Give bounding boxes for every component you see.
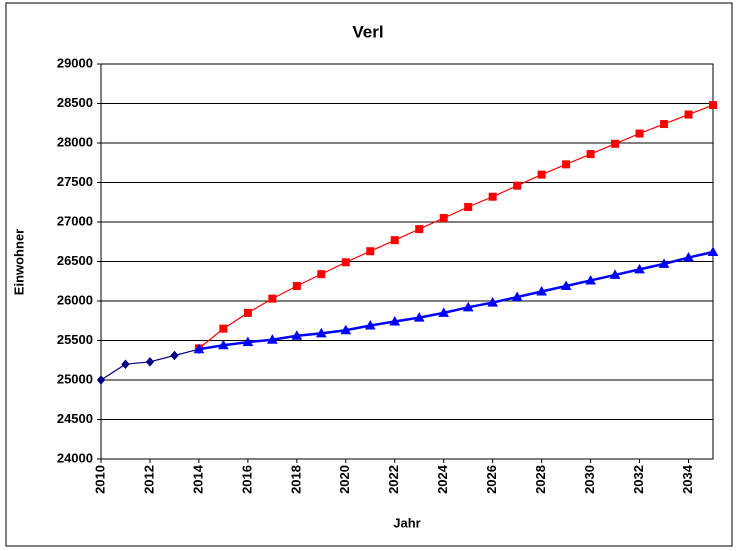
chart-frame [5,2,733,547]
marker [609,269,621,279]
y-tick-label: 28500 [57,95,93,110]
y-tick-label: 27000 [57,213,93,228]
chart-title: Verl [352,22,383,41]
y-tick-label: 28000 [57,134,93,149]
x-tick-label: 2034 [680,464,695,494]
marker [267,334,278,344]
marker [268,294,277,303]
x-tick-label: 2032 [631,465,646,494]
marker [341,258,350,267]
y-tick-label: 26500 [57,253,93,268]
marker [586,150,595,159]
marker [242,336,254,347]
marker [513,181,522,190]
x-tick-label: 2022 [386,465,401,494]
marker [560,280,572,290]
marker [218,339,229,350]
x-tick-label: 2030 [582,465,597,494]
marker [145,357,155,367]
marker [635,129,644,138]
marker [364,319,376,330]
marker [464,202,473,211]
series-line [198,104,714,349]
y-tick-label: 24500 [57,411,93,426]
marker [438,307,450,317]
plot-area [100,63,714,460]
x-tick-label: 2026 [484,465,499,494]
x-axis-label: Jahr [393,515,420,530]
y-tick-label: 27500 [57,174,93,189]
marker [487,297,499,307]
marker [315,327,327,338]
marker [611,139,620,148]
x-tick-label: 2010 [92,465,107,494]
marker [585,274,596,285]
marker [562,160,571,169]
marker [488,192,497,201]
marker [413,312,425,322]
marker [121,359,130,369]
marker [317,270,326,279]
marker [660,120,669,129]
marker [634,263,645,274]
x-tick-label: 2024 [435,464,450,494]
marker [366,247,375,256]
marker [243,308,252,317]
marker [683,252,694,262]
x-tick-label: 2016 [239,465,254,494]
y-axis-label: Einwohner [11,229,26,295]
marker [219,324,228,333]
marker [511,291,523,302]
marker [96,375,106,385]
y-tick-label: 29000 [57,55,93,70]
x-tick-label: 2012 [141,465,156,494]
marker [389,316,401,326]
marker [462,301,474,312]
marker [536,286,547,296]
marker [193,343,205,354]
marker [684,110,693,119]
marker [415,225,424,234]
marker [658,258,670,268]
y-tick-label: 25500 [57,332,93,347]
x-tick-label: 2018 [288,465,303,494]
y-tick-label: 26000 [57,292,93,307]
y-tick-label: 25000 [57,371,93,386]
marker [292,281,301,290]
marker [439,214,448,223]
marker [709,101,717,110]
marker [390,236,399,245]
marker [291,330,303,340]
marker [707,246,719,257]
x-tick-label: 2020 [337,465,352,494]
marker [340,324,352,335]
marker [537,170,546,179]
x-tick-label: 2014 [190,464,205,494]
x-tick-label: 2028 [533,465,548,494]
marker [170,350,179,361]
y-tick-label: 24000 [57,450,93,465]
series-line [198,250,714,351]
